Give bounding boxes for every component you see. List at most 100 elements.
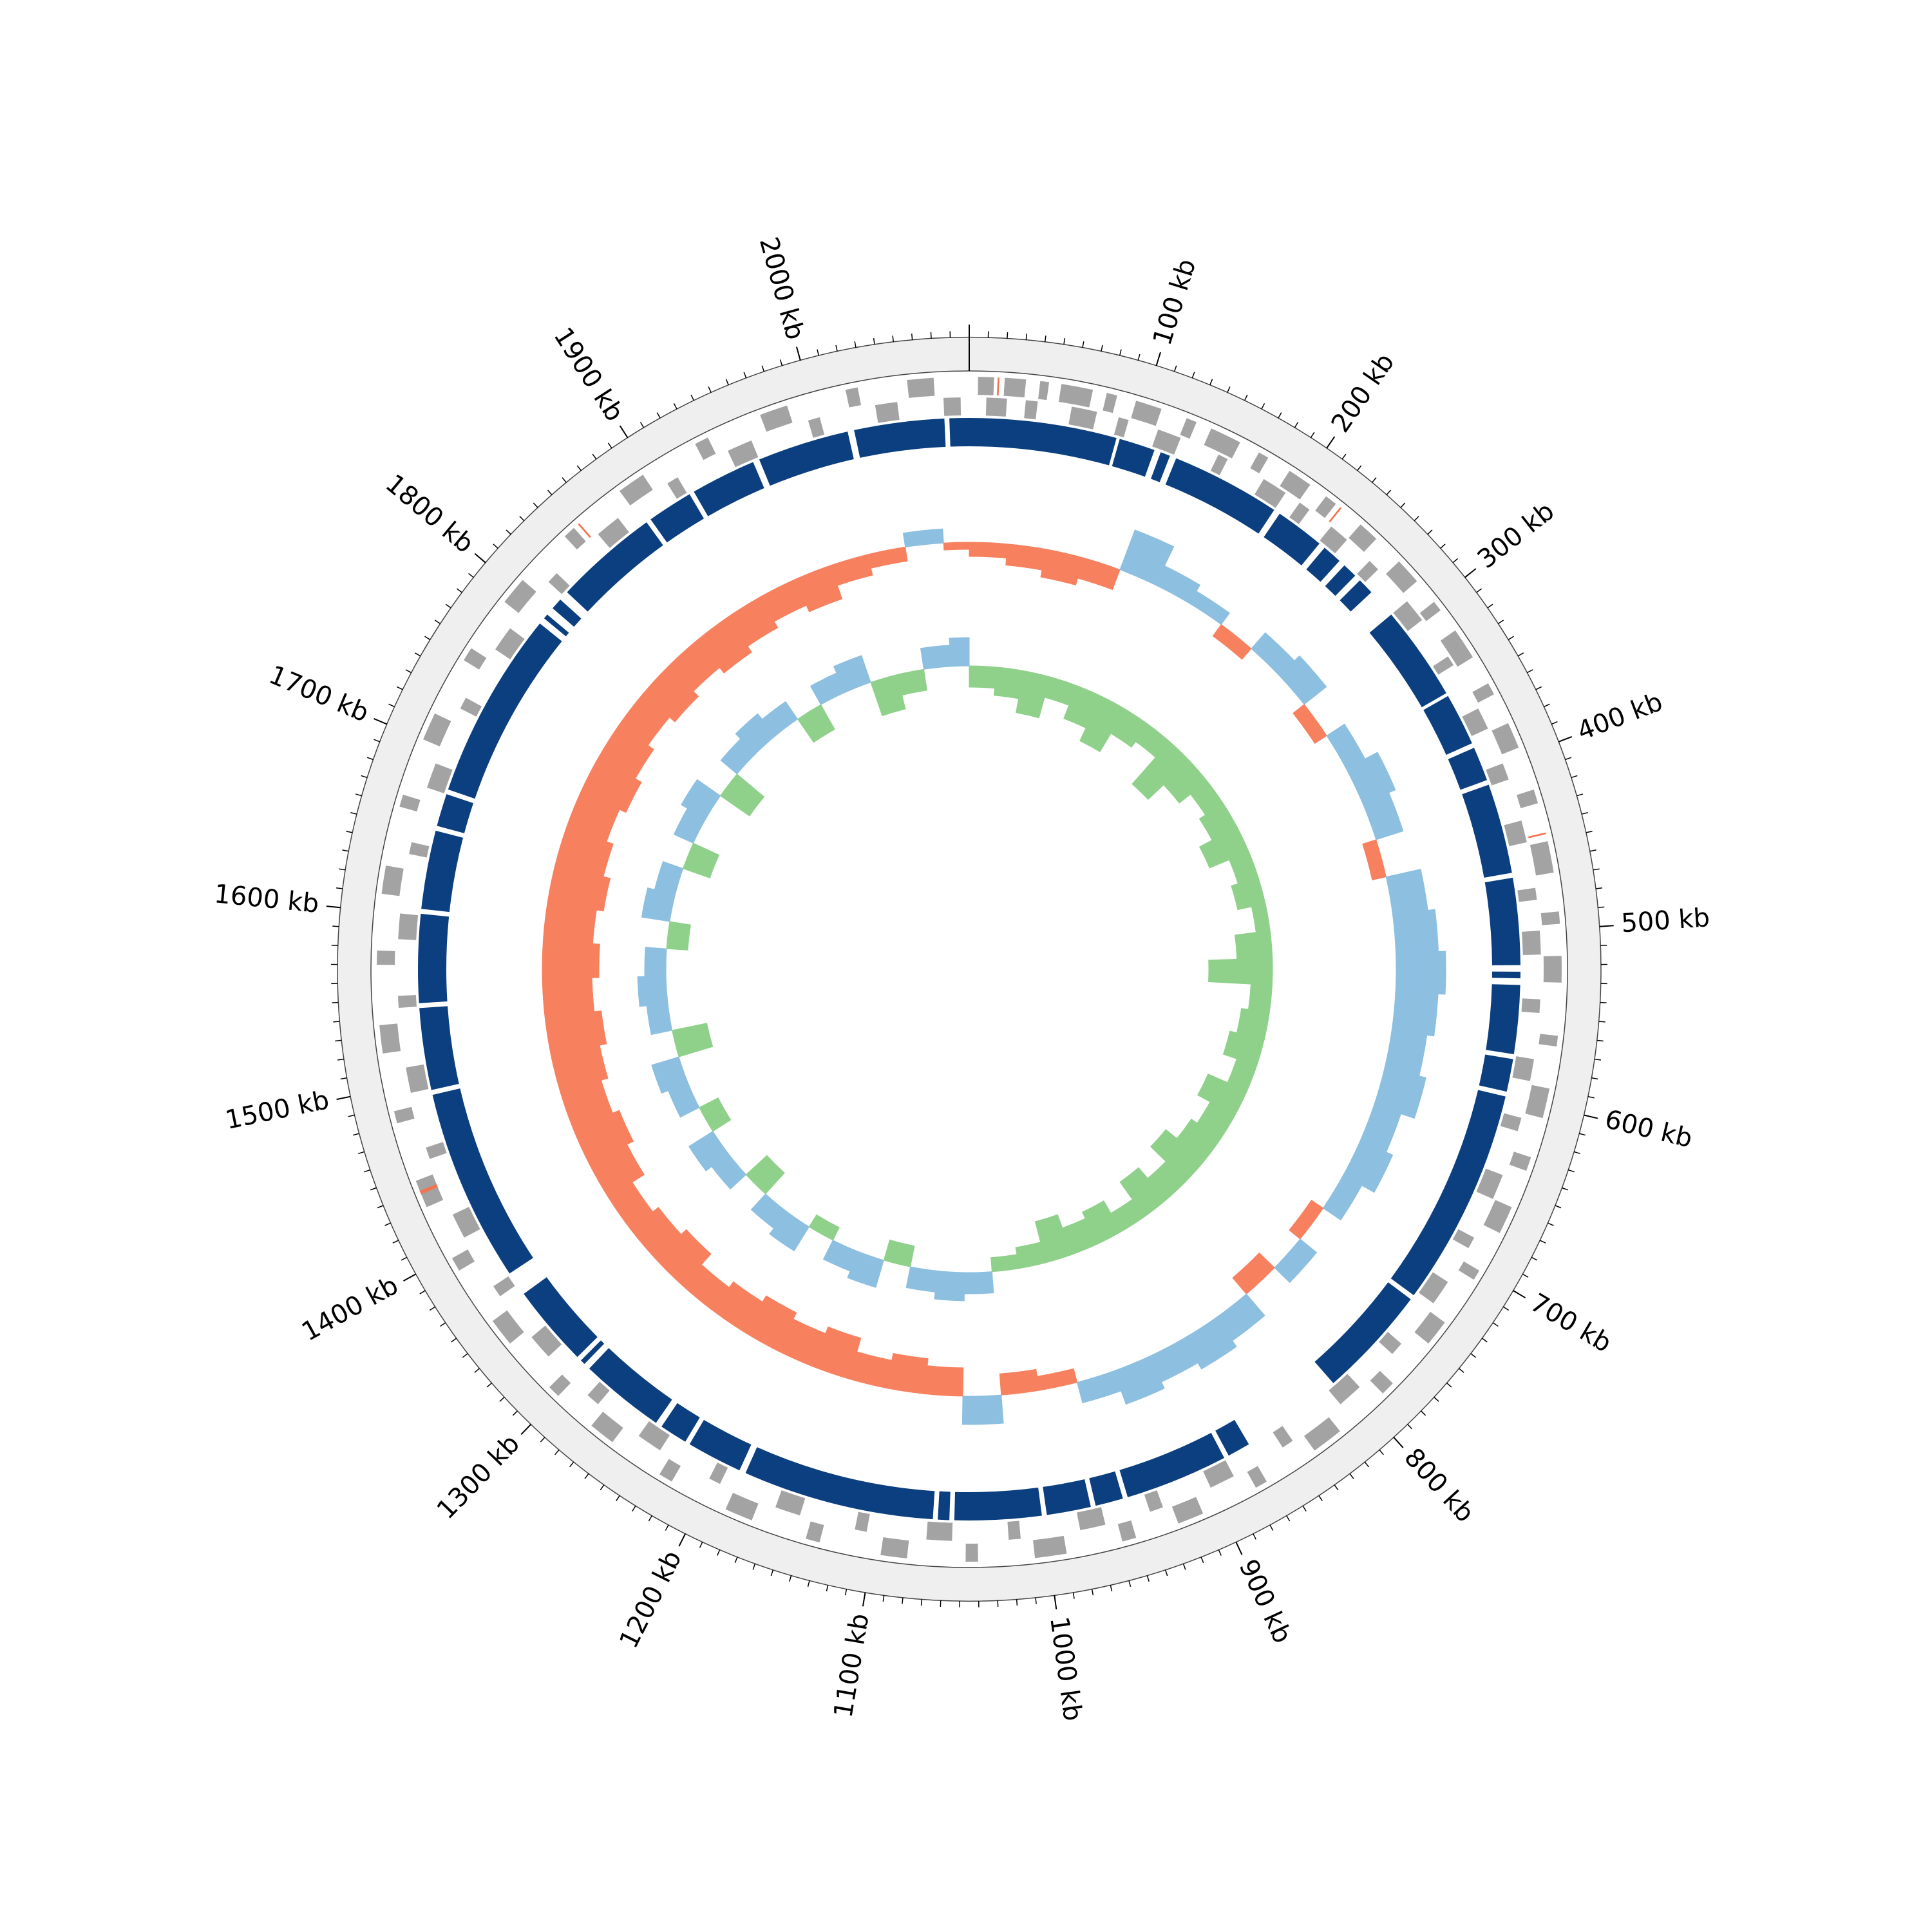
minor-tick [547, 489, 553, 495]
minor-tick [1379, 1449, 1384, 1455]
gc-bar [1034, 1214, 1073, 1264]
minor-tick [1334, 1484, 1339, 1491]
gene-feature [1419, 601, 1441, 621]
minor-tick [1164, 1569, 1168, 1577]
gene-feature [1254, 478, 1286, 508]
minor-tick [1341, 453, 1347, 460]
minor-tick [434, 620, 441, 625]
minor-tick [770, 1569, 774, 1577]
major-tick [474, 553, 486, 564]
gene-feature [1512, 1056, 1534, 1081]
gene-feature [1203, 1460, 1234, 1488]
minor-tick [1044, 336, 1046, 343]
minor-tick [346, 830, 353, 833]
gene-feature [1539, 1034, 1558, 1046]
minor-tick [1531, 1256, 1538, 1261]
gene-feature [1525, 1084, 1550, 1119]
gene-feature [1393, 601, 1423, 631]
gc-bar [1293, 704, 1327, 744]
minor-tick [429, 1306, 436, 1311]
gc-bar [830, 554, 873, 586]
gc-bar [961, 1394, 1004, 1425]
gene-feature [1152, 429, 1181, 455]
minor-tick [690, 394, 695, 401]
gene-feature [760, 405, 793, 432]
gc-bar [1036, 1368, 1078, 1391]
gc-bar [943, 542, 970, 551]
gene-feature [492, 1310, 524, 1344]
minor-tick [333, 1021, 340, 1023]
minor-tick [332, 925, 339, 927]
minor-tick [414, 652, 421, 657]
homology-block [421, 830, 464, 913]
gc-bar [654, 861, 684, 895]
minor-tick [607, 442, 612, 449]
minor-tick [512, 1410, 518, 1416]
minor-tick [1593, 868, 1600, 871]
gene-feature [1058, 384, 1094, 408]
gene-feature [1483, 1200, 1512, 1233]
gene-feature [1504, 820, 1527, 846]
x-tick-label: 400 kb [1573, 687, 1667, 746]
minor-tick [1508, 636, 1514, 641]
homology-block [1119, 1432, 1225, 1497]
gc-bar [544, 1010, 607, 1056]
minor-tick [1517, 652, 1524, 657]
minor-tick [1481, 1338, 1488, 1343]
gc-bar [1016, 670, 1051, 719]
gene-feature [1273, 1426, 1293, 1448]
major-tick [1326, 436, 1336, 449]
gc-bar [920, 645, 952, 670]
gene-feature [1522, 930, 1541, 956]
gene-feature [1289, 502, 1310, 524]
gc-bar [1119, 1167, 1167, 1218]
minor-tick [562, 477, 567, 483]
gc-bar [1076, 1370, 1122, 1404]
minor-tick [1586, 830, 1593, 833]
gene-feature [1204, 428, 1240, 459]
minor-tick [355, 793, 362, 797]
gc-bar [1005, 544, 1046, 571]
minor-tick [1128, 1580, 1132, 1587]
major-tick [336, 1095, 351, 1101]
minor-tick [1571, 775, 1578, 779]
minor-tick [533, 502, 538, 508]
gc-bar [711, 1281, 763, 1332]
gene-feature [775, 1490, 806, 1516]
minor-tick [1101, 345, 1103, 352]
minor-tick [336, 887, 343, 889]
minor-tick [708, 386, 712, 393]
gene-feature [1033, 1535, 1067, 1558]
minor-tick [699, 1541, 703, 1548]
minor-tick [1497, 620, 1504, 625]
gc-bar [542, 977, 595, 1018]
minor-tick [817, 349, 820, 356]
gene-feature [1068, 406, 1097, 430]
gc-bar [797, 704, 835, 743]
minor-tick [1310, 431, 1315, 439]
gene-feature [379, 1023, 401, 1054]
gc-bar [923, 1365, 964, 1397]
minor-tick [339, 868, 346, 871]
gc-bar [598, 724, 654, 779]
gene-feature [1472, 683, 1494, 703]
gene-feature [875, 402, 900, 423]
minor-tick [1110, 1585, 1113, 1592]
minor-tick [844, 1589, 848, 1596]
gene-feature [907, 377, 935, 398]
minor-tick [584, 1473, 589, 1479]
gene-feature [620, 475, 653, 506]
minor-tick [725, 379, 729, 386]
gene-feature [409, 842, 430, 858]
homology-block [1043, 1479, 1091, 1515]
major-tick [1599, 925, 1614, 927]
homology-block [694, 462, 764, 516]
gene-feature [587, 1381, 610, 1405]
gc-bar [1208, 957, 1273, 986]
gc-bar [573, 1110, 634, 1165]
gene-feature [1171, 1497, 1204, 1524]
x-tick-label: 1600 kb [213, 879, 320, 919]
homology-block [969, 418, 1117, 466]
minor-tick [352, 1133, 359, 1136]
